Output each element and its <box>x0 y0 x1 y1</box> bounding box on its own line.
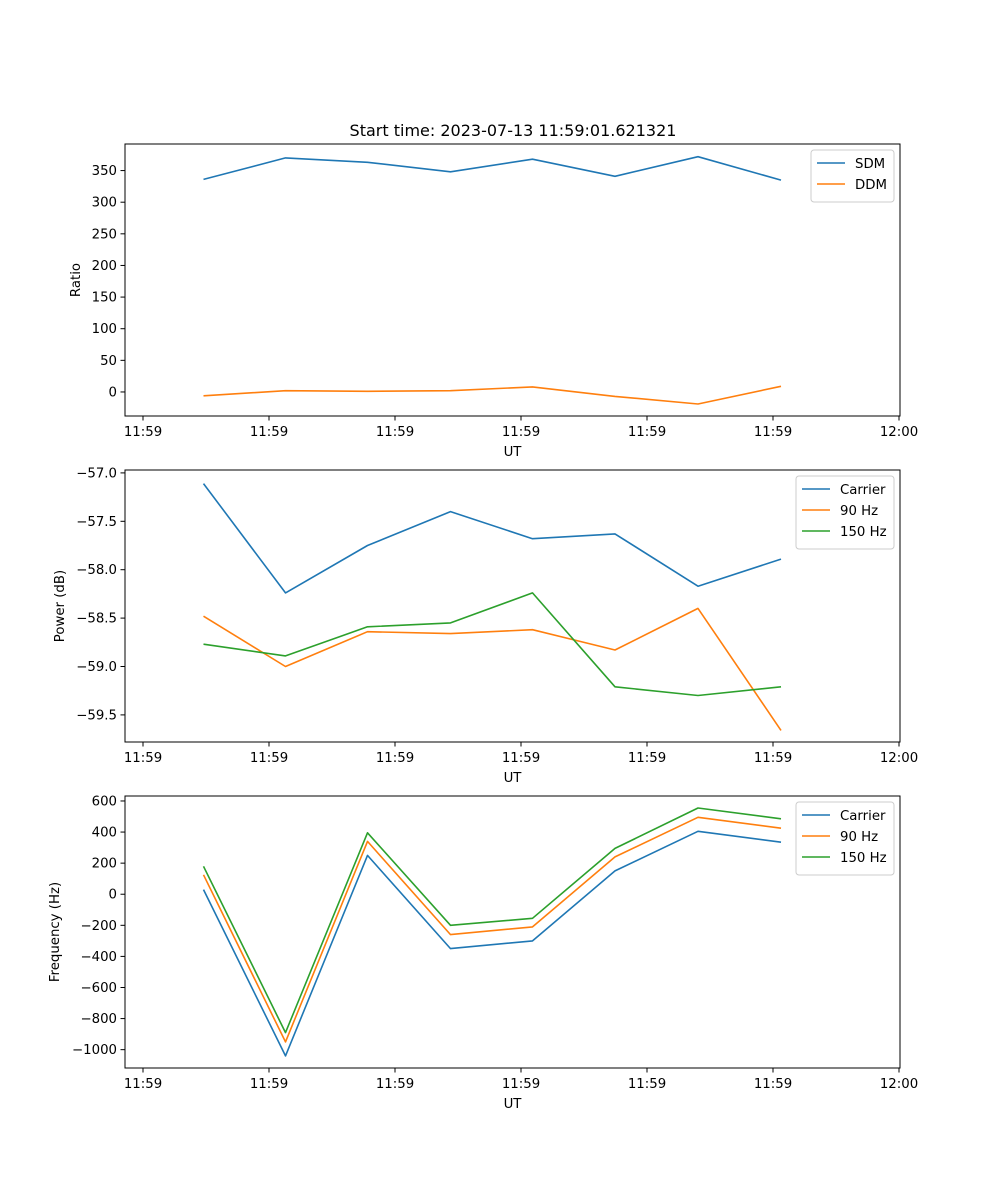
x-tick-label: 11:59 <box>376 1077 414 1092</box>
x-tick-label: 11:59 <box>502 751 540 766</box>
y-axis-label: Power (dB) <box>53 570 68 642</box>
y-tick-label: −57.0 <box>76 466 117 481</box>
x-tick-label: 11:59 <box>124 1077 162 1092</box>
chart-panel-2: 11:59 11:59 11:59 11:59 11:59 11:59 12:00 −59.5… <box>53 466 918 786</box>
x-tick-label: 11:59 <box>250 751 288 766</box>
x-axis-label: UT <box>504 771 523 786</box>
figure-title: Start time: 2023-07-13 11:59:01.621321 <box>350 121 677 140</box>
y-tick-label: 0 <box>109 888 117 903</box>
x-tick-label: 12:00 <box>880 425 918 440</box>
y-tick-label: 350 <box>92 164 117 179</box>
x-tick-label: 11:59 <box>376 751 414 766</box>
x-tick-label: 11:59 <box>754 425 792 440</box>
legend: Carrier 90 Hz 150 Hz <box>795 801 895 876</box>
x-tick-label: 12:00 <box>880 751 918 766</box>
legend-label-150-hz: 150 Hz <box>840 851 887 866</box>
y-tick-label: 100 <box>92 322 117 337</box>
series-line-ddm <box>203 385 782 405</box>
x-tick-label: 11:59 <box>628 751 666 766</box>
x-tick-label: 11:59 <box>628 1077 666 1092</box>
y-tick-label: −58.5 <box>76 612 117 627</box>
x-tick-label: 11:59 <box>502 425 540 440</box>
y-tick-label: −200 <box>80 919 117 934</box>
series-line-carrier <box>202 483 782 594</box>
legend-label-carrier: Carrier <box>840 483 886 498</box>
series-line-carrier <box>202 830 782 1057</box>
axes-frame <box>124 795 901 1069</box>
y-tick-label: −600 <box>80 981 117 996</box>
legend: Carrier 90 Hz 150 Hz <box>795 475 895 550</box>
y-tick-label: 200 <box>92 857 117 872</box>
legend-label-150-hz: 150 Hz <box>840 525 887 540</box>
y-tick-label: 50 <box>100 354 117 369</box>
legend-label-ddm: DDM <box>855 178 887 193</box>
series-line-150-hz <box>203 592 782 697</box>
legend-label-90-hz: 90 Hz <box>840 830 878 845</box>
chart-panel-1: 11:59 11:59 11:59 11:59 11:59 11:59 12:00 0 50 10… <box>69 143 918 460</box>
y-tick-label: −59.5 <box>76 708 117 723</box>
x-axis-label: UT <box>504 445 523 460</box>
y-tick-label: −58.0 <box>76 563 117 578</box>
legend-label-90-hz: 90 Hz <box>840 504 878 519</box>
y-tick-label: 400 <box>92 826 117 841</box>
y-tick-label: −1000 <box>72 1043 117 1058</box>
series-line-150-hz <box>202 807 782 1034</box>
x-tick-label: 12:00 <box>880 1077 918 1092</box>
y-tick-label: −800 <box>80 1012 117 1027</box>
x-axis-label: UT <box>504 1097 523 1112</box>
x-tick-label: 11:59 <box>502 1077 540 1092</box>
y-tick-label: 200 <box>92 259 117 274</box>
y-tick-label: 300 <box>92 196 117 211</box>
y-axis-label: Frequency (Hz) <box>48 882 63 982</box>
x-tick-label: 11:59 <box>124 425 162 440</box>
legend-label-sdm: SDM <box>855 157 885 172</box>
y-tick-label: 600 <box>92 794 117 809</box>
y-tick-label: −59.0 <box>76 660 117 675</box>
y-axis-label: Ratio <box>69 263 84 297</box>
y-tick-label: −57.5 <box>76 515 117 530</box>
y-tick-label: 250 <box>92 227 117 242</box>
axes-frame <box>124 469 901 743</box>
x-tick-label: 11:59 <box>628 425 666 440</box>
axes-frame <box>124 143 901 417</box>
y-tick-label: −400 <box>80 950 117 965</box>
plots-container: 11:59 11:59 11:59 11:59 11:59 11:59 12:00 0 50 10… <box>48 143 918 1112</box>
series-line-90-hz <box>203 607 782 731</box>
x-tick-label: 11:59 <box>124 751 162 766</box>
x-tick-label: 11:59 <box>754 1077 792 1092</box>
x-tick-label: 11:59 <box>250 1077 288 1092</box>
chart-panel-3: 11:59 11:59 11:59 11:59 11:59 11:59 12:00 −1000… <box>48 794 918 1112</box>
legend-label-carrier: Carrier <box>840 809 886 824</box>
y-tick-label: 0 <box>109 385 117 400</box>
y-tick-label: 150 <box>92 291 117 306</box>
series-line-90-hz <box>202 816 782 1043</box>
legend: SDM DDM <box>810 149 895 203</box>
series-line-sdm <box>203 155 782 181</box>
x-tick-label: 11:59 <box>754 751 792 766</box>
x-tick-label: 11:59 <box>250 425 288 440</box>
x-tick-label: 11:59 <box>376 425 414 440</box>
